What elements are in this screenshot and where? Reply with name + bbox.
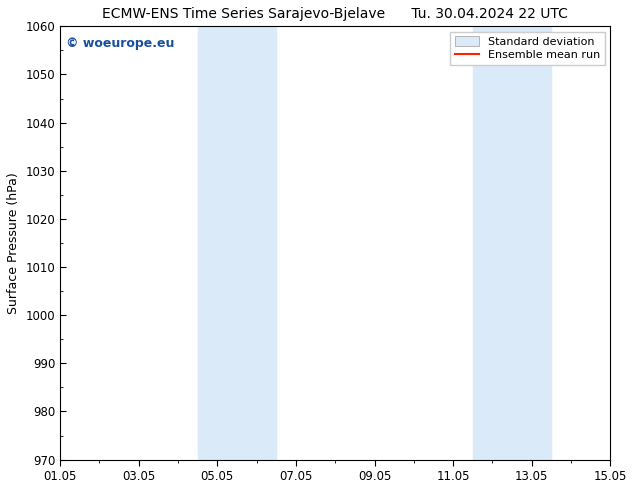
Legend: Standard deviation, Ensemble mean run: Standard deviation, Ensemble mean run xyxy=(450,32,605,65)
Title: ECMW-ENS Time Series Sarajevo-Bjelave      Tu. 30.04.2024 22 UTC: ECMW-ENS Time Series Sarajevo-Bjelave Tu… xyxy=(102,7,568,21)
Y-axis label: Surface Pressure (hPa): Surface Pressure (hPa) xyxy=(7,172,20,314)
Bar xyxy=(473,26,552,460)
Bar xyxy=(198,26,276,460)
Text: © woeurope.eu: © woeurope.eu xyxy=(65,37,174,50)
